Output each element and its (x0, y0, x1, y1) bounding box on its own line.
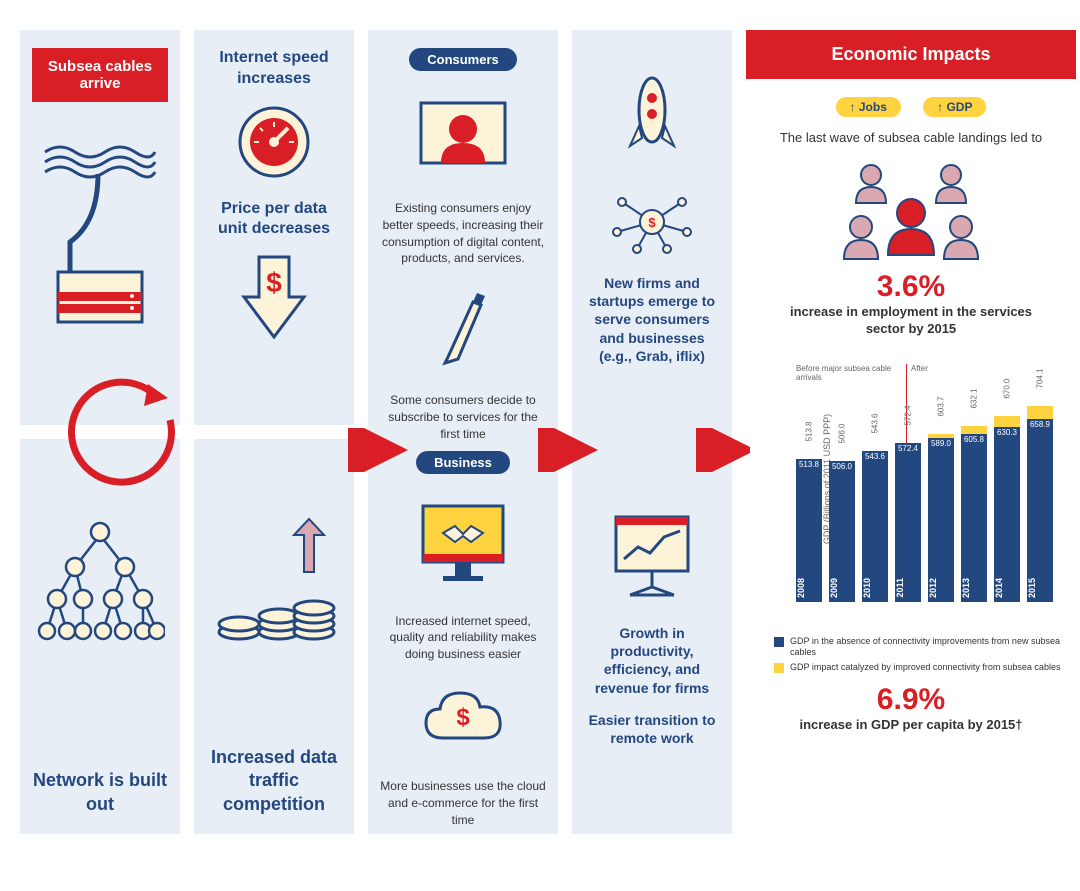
badge-subsea: Subsea cables arrive (32, 48, 168, 102)
outcomes-p2: Growth in productivity, efficiency, and … (584, 624, 720, 697)
pen-icon (433, 287, 493, 372)
bar-2014: 670.0630.32014 (994, 416, 1020, 602)
business-p2: More businesses use the cloud and e-comm… (380, 778, 546, 828)
coins-arrow-icon (209, 517, 339, 662)
stat2-num: 6.9% (877, 683, 945, 716)
outcomes-p3: Easier transition to remote work (584, 711, 720, 747)
bar-2010: 543.6543.62010 (862, 451, 888, 602)
svg-text:$: $ (456, 704, 470, 731)
panel-consumers-business: Consumers Existing consumers enjoy bette… (368, 30, 558, 834)
legend-1: GDP in the absence of connectivity impro… (774, 636, 1076, 658)
cloud-dollar-icon: $ (418, 683, 508, 758)
bar-2009: 506.0506.02009 (829, 461, 855, 602)
growth-chart-icon (602, 507, 702, 612)
gauge-icon (234, 102, 314, 187)
consumer-monitor-icon (413, 95, 513, 180)
svg-text:$: $ (266, 267, 282, 298)
legend-2: GDP impact catalyzed by improved connect… (774, 662, 1076, 673)
bar-2012: 603.7589.02012 (928, 434, 954, 602)
network-dollar-icon: $ (607, 187, 697, 262)
pill-row: ↑ Jobs ↑ GDP (746, 97, 1076, 117)
panel-economic: Economic Impacts ↑ Jobs ↑ GDP The last w… (746, 30, 1076, 733)
bar-2015: 704.1658.92015 (1027, 406, 1053, 602)
gdp-pill: ↑ GDP (923, 97, 986, 117)
business-pill: Business (416, 451, 510, 474)
stat2-label: increase in GDP per capita by 2015† (746, 717, 1076, 734)
outcomes-p1: New firms and startups emerge to serve c… (584, 274, 720, 365)
panel-network-built: Network is built out (20, 439, 180, 834)
traffic-title: Increased data traffic competition (206, 746, 342, 816)
panel-outcomes: $ New firms and startups emerge to serve… (572, 30, 732, 834)
chart-after-label: After (911, 364, 928, 373)
business-p1: Increased internet speed, quality and re… (380, 613, 546, 663)
people-icon (746, 155, 1076, 270)
column-2: Internet speed increases Price per data … (194, 30, 354, 834)
consumers-pill: Consumers (409, 48, 517, 71)
handshake-monitor-icon (413, 498, 513, 593)
bar-2013: 632.1605.82013 (961, 426, 987, 602)
bar-2008: 513.8513.82008 (796, 459, 822, 602)
chart-before-label: Before major subsea cable arrivals (796, 364, 896, 382)
rocket-icon (622, 68, 682, 163)
infographic-grid: Subsea cables arrive (20, 30, 1060, 834)
network-tree-icon (35, 517, 165, 652)
gdp-chart: GDP (Billions of 2011 USD PPP) Before ma… (766, 364, 1056, 624)
speed-title: Internet speed increases (206, 48, 342, 90)
column-4: $ New firms and startups emerge to serve… (572, 30, 732, 834)
network-built-title: Network is built out (32, 769, 168, 816)
economic-header: Economic Impacts (746, 30, 1076, 79)
panel-speed-price: Internet speed increases Price per data … (194, 30, 354, 425)
svg-text:$: $ (648, 215, 656, 230)
column-1: Subsea cables arrive (20, 30, 180, 834)
jobs-pill: ↑ Jobs (836, 97, 901, 117)
stat1-num: 3.6% (877, 270, 945, 303)
down-arrow-icon: $ (239, 252, 309, 347)
consumers-p2: Some consumers decide to subscribe to se… (380, 392, 546, 442)
cable-server-icon (40, 132, 160, 337)
bar-2011: 572.4572.42011 (895, 443, 921, 602)
price-title: Price per data unit decreases (206, 199, 342, 241)
stat1-label: increase in employment in the services s… (746, 304, 1076, 352)
consumers-p1: Existing consumers enjoy better speeds, … (380, 200, 546, 267)
panel-traffic: Increased data traffic competition (194, 439, 354, 834)
econ-lead: The last wave of subsea cable landings l… (746, 129, 1076, 147)
column-3: Consumers Existing consumers enjoy bette… (368, 30, 558, 834)
column-economic: Economic Impacts ↑ Jobs ↑ GDP The last w… (746, 30, 1076, 834)
panel-cables-arrive: Subsea cables arrive (20, 30, 180, 425)
